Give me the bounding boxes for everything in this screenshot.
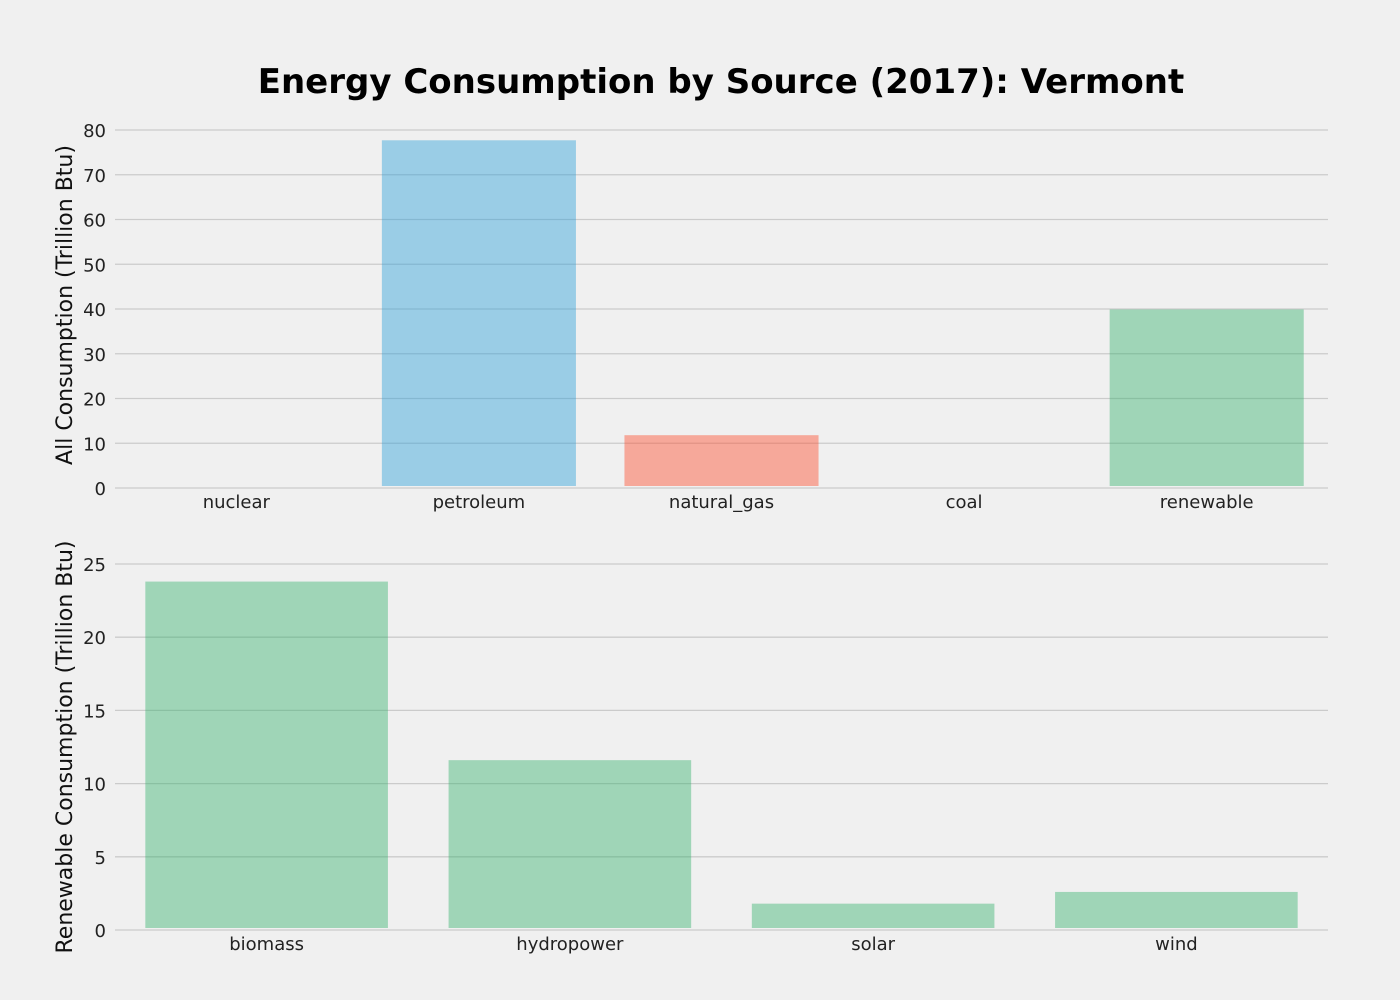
x-tick-label-biomass: biomass <box>229 934 304 955</box>
bar-hydropower <box>448 760 692 928</box>
y-axis-label-2: Renewable Consumption (Trillion Btu) <box>53 540 78 953</box>
y-tick-label-1-5: 40 <box>83 300 106 321</box>
bar-natural_gas <box>624 435 819 486</box>
x-tick-label-coal: coal <box>946 492 983 513</box>
x-tick-label-solar: solar <box>851 934 895 955</box>
x-tick-label-nuclear: nuclear <box>203 492 271 513</box>
y-tick-label-2-4: 15 <box>83 701 106 722</box>
chart-title: Energy Consumption by Source (2017): Ver… <box>258 62 1185 102</box>
bar-renewable <box>1109 309 1304 486</box>
y-tick-label-2-5: 20 <box>83 628 106 649</box>
x-tick-label-renewable: renewable <box>1160 492 1254 513</box>
y-tick-label-1-3: 20 <box>83 390 106 411</box>
y-tick-label-1-4: 30 <box>83 345 106 366</box>
bar-petroleum <box>381 140 576 487</box>
y-tick-label-2-2: 5 <box>95 848 106 869</box>
y-tick-label-1-2: 10 <box>83 434 106 455</box>
y-tick-label-1-6: 50 <box>83 255 106 276</box>
bar-solar <box>751 903 995 928</box>
y-axis-label-1: All Consumption (Trillion Btu) <box>53 145 78 465</box>
y-tick-label-2-3: 10 <box>83 775 106 796</box>
y-tick-label-2-6: 25 <box>83 555 106 576</box>
bar-wind <box>1055 891 1298 928</box>
y-tick-label-1-7: 60 <box>83 211 106 232</box>
x-tick-label-petroleum: petroleum <box>433 492 526 513</box>
y-tick-label-1-9: 80 <box>83 121 106 142</box>
y-tick-label-2-1: 0 <box>95 921 106 942</box>
x-tick-label-natural_gas: natural_gas <box>669 492 774 513</box>
bar-biomass <box>145 581 388 928</box>
x-tick-label-wind: wind <box>1155 934 1198 955</box>
y-tick-label-1-1: 0 <box>95 479 106 500</box>
x-tick-label-hydropower: hydropower <box>516 934 624 955</box>
y-tick-label-1-8: 70 <box>83 166 106 187</box>
